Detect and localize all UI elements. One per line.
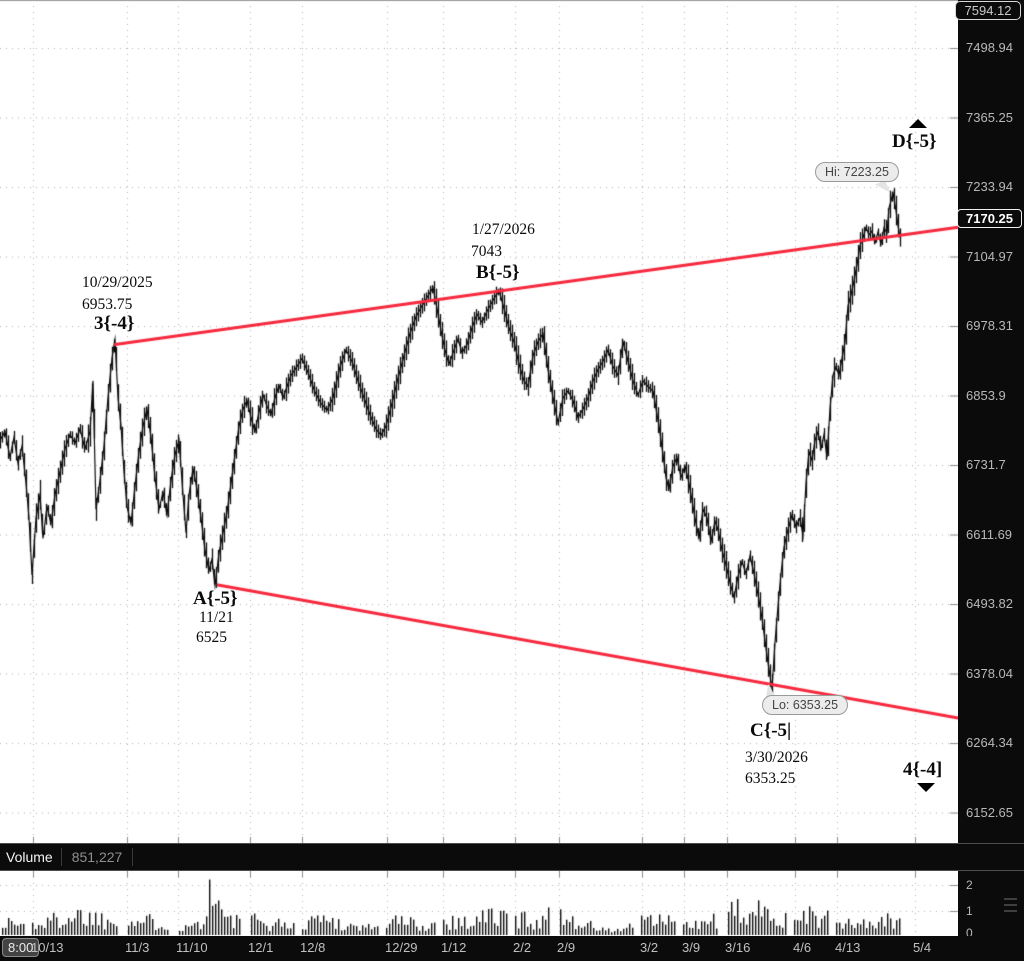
wave-d-label[interactable]: D{-5} [892,131,937,152]
wave-4-label[interactable]: 4{-4] [903,759,943,780]
volume-legend-bar[interactable]: Volume 851,227 [0,843,1024,871]
volume-tick-label: 2 [966,878,973,892]
wave-3-label[interactable]: 3{-4} [94,313,135,334]
hi-callout[interactable]: Hi: 7223.25 [815,162,899,182]
wave-b-price[interactable]: 7043 [471,243,502,260]
last-price-label: 7170.25 [957,209,1022,228]
volume-title: Volume [6,849,53,865]
price-tick-label: 7104.97 [966,248,1013,264]
time-tick-label: 4/6 [793,940,812,955]
time-tick-label: 3/16 [725,940,751,955]
wave-b-label[interactable]: B{-5} [476,262,520,283]
pane-handle-icon[interactable] [1004,898,1017,916]
time-tick-label: 10/13 [31,940,64,955]
lo-callout[interactable]: Lo: 6353.25 [762,695,849,715]
legend-divider [60,848,62,866]
time-tick-label: 3/2 [640,940,659,955]
time-tick-label: 1/12 [441,940,467,955]
price-tick-label: 7365.25 [966,109,1013,125]
wave-3-date[interactable]: 10/29/2025 [82,274,153,291]
wave-a-label[interactable]: A{-5} [193,588,238,609]
price-tick-label: 6152.65 [966,804,1013,820]
volume-tick-label: 0 [966,926,973,940]
wave-c-date[interactable]: 3/30/2026 [745,749,808,766]
time-tick-label: 4/13 [835,940,861,955]
wave-c-price[interactable]: 6353.25 [745,770,796,787]
price-axis[interactable]: 7498.94 7365.25 7233.94 7104.97 6978.31 6853.… [958,0,1024,961]
volume-value: 851,227 [71,849,123,865]
current-time-label: 8:00 [2,938,40,957]
wave-4-arrow-icon[interactable] [917,783,935,792]
time-tick-label: 11/3 [125,940,150,955]
time-tick-label: 5/4 [913,940,932,955]
top-price-label: 7594.12 [955,1,1021,20]
time-tick-label: 12/1 [248,940,274,955]
volume-tick-label: 1 [966,904,973,918]
time-axis[interactable]: 8:00 10/13 11/3 11/10 12/1 12/8 12/29 1/12 2/2 2… [0,936,1024,961]
price-tick-label: 7233.94 [966,179,1013,194]
wave-a-price[interactable]: 6525 [196,629,227,646]
price-tick-label: 6378.04 [966,665,1013,681]
time-tick-label: 12/8 [300,940,326,955]
price-tick-label: 6853.9 [966,387,1006,403]
time-tick-label: 2/2 [513,940,532,955]
price-tick-label: 7498.94 [966,40,1013,55]
time-tick-label: 11/10 [176,940,208,955]
wave-a-date[interactable]: 11/21 [199,609,234,626]
price-tick-label: 6978.31 [966,318,1013,334]
price-tick-label: 6731.7 [966,457,1006,473]
price-tick-label: 6264.34 [966,735,1013,751]
legend-divider [132,848,134,866]
wave-3-price[interactable]: 6953.75 [82,296,133,313]
time-tick-label: 3/9 [682,940,701,955]
time-tick-label: 2/9 [557,940,576,955]
time-tick-label: 12/29 [385,940,418,955]
wave-c-label[interactable]: C{-5| [750,720,792,741]
price-tick-label: 6611.69 [966,526,1013,542]
price-tick-label: 6493.82 [966,596,1013,612]
wave-d-arrow-icon[interactable] [909,119,927,128]
wave-b-date[interactable]: 1/27/2026 [472,221,535,238]
